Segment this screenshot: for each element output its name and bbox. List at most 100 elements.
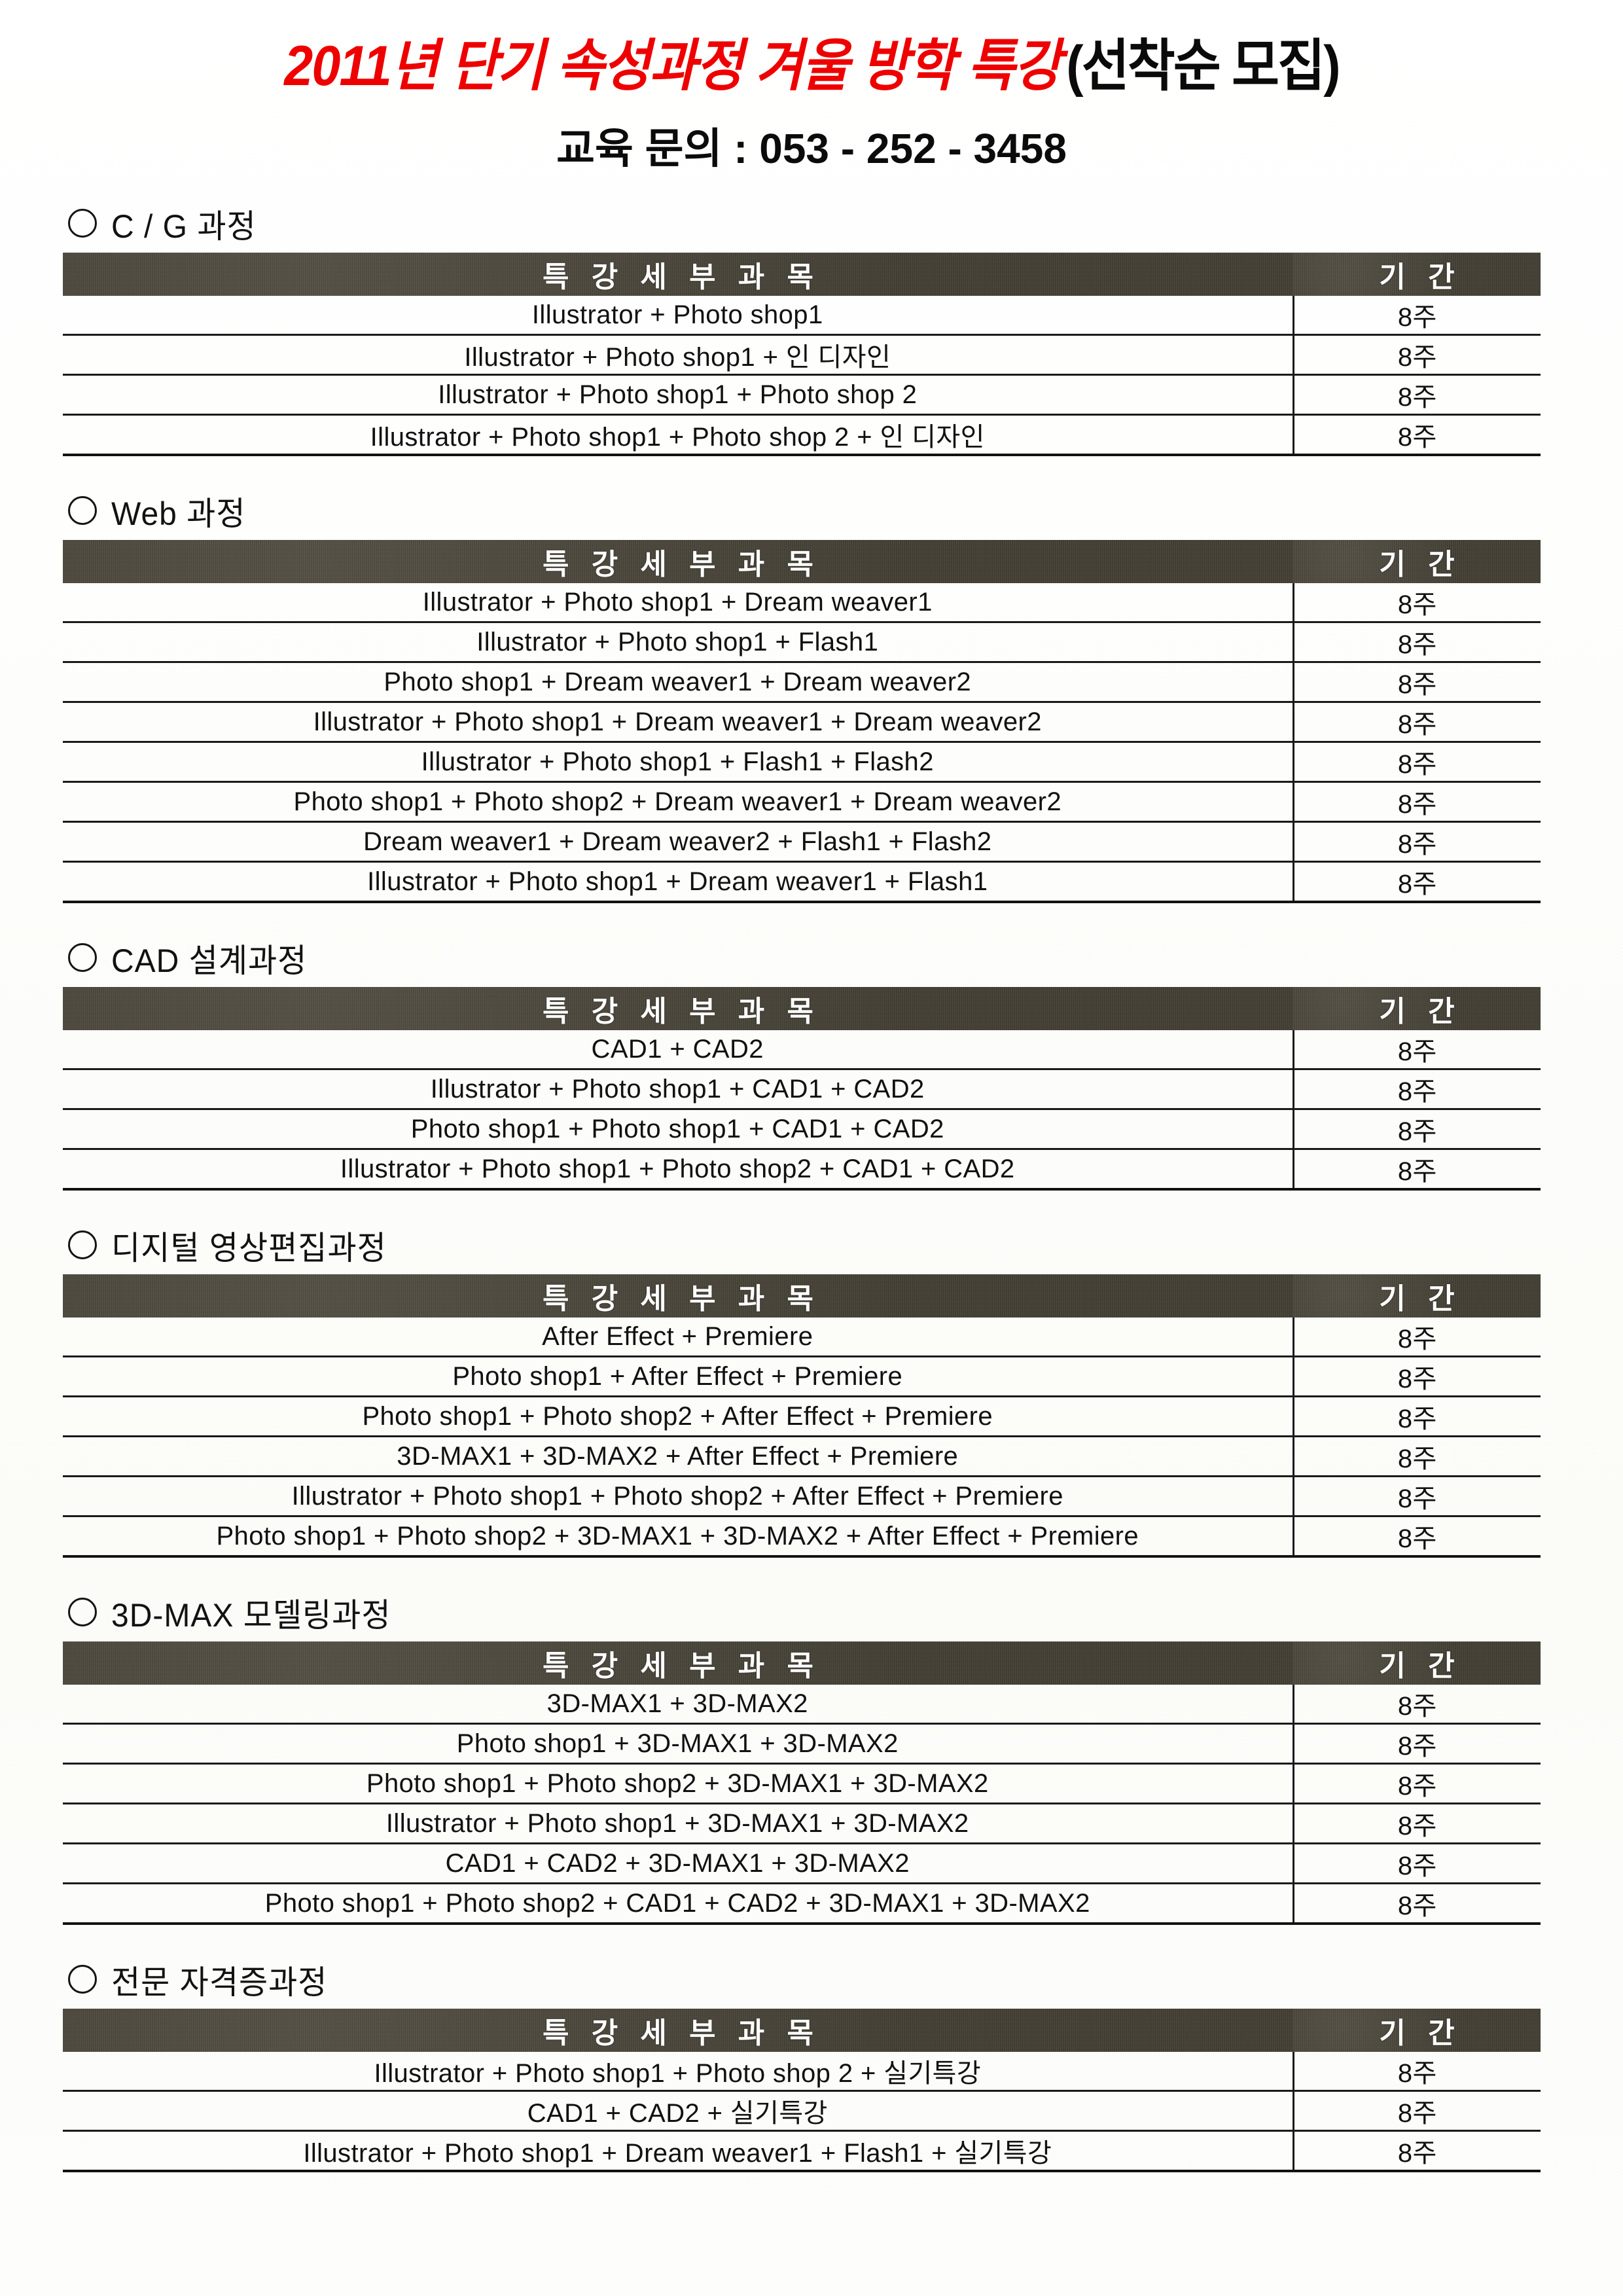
column-header-duration: 기 간 [1293, 1274, 1541, 1318]
cell-subject: Photo shop1 + Photo shop2 + 3D-MAX1 + 3D… [63, 1516, 1293, 1558]
cell-subject: Illustrator + Photo shop1 + Photo shop 2 [63, 374, 1293, 416]
contact-subtitle: 교육 문의 : 053 - 252 - 3458 [556, 125, 1067, 173]
table-row: Illustrator + Photo shop1 + Photo shop 2… [63, 2052, 1541, 2092]
page-title: 2011년 단기 속성과정 겨울 방학 특강 (선착순 모집) [65, 37, 1558, 96]
column-header-subject: 특 강 세 부 과 목 [63, 1641, 1293, 1685]
table-row: Illustrator + Photo shop1 + Dream weaver… [63, 583, 1541, 624]
cell-subject: 3D-MAX1 + 3D-MAX2 [63, 1685, 1293, 1725]
cell-duration: 8주 [1292, 296, 1541, 336]
cell-duration: 8주 [1292, 2090, 1541, 2132]
cell-subject: Illustrator + Photo shop1 + Photo shop2 … [63, 1476, 1293, 1518]
cell-duration: 8주 [1292, 702, 1541, 744]
cell-subject: Illustrator + Photo shop1 + Dream weaver… [63, 861, 1293, 904]
cell-duration: 8주 [1292, 1356, 1541, 1398]
table-row: Illustrator + Photo shop1 + CAD1 + CAD2 8… [63, 1069, 1541, 1111]
cell-subject: Illustrator + Photo shop1 [63, 296, 1293, 336]
section-heading-label: 3D-MAX 모델링과정 [111, 1598, 391, 1634]
cell-duration: 8주 [1292, 662, 1541, 704]
table-row: Photo shop1 + Photo shop2 + After Effect… [63, 1396, 1541, 1438]
cell-duration: 8주 [1292, 1843, 1541, 1885]
table-row: Illustrator + Photo shop1 + 인 디자인 8주 [63, 334, 1541, 376]
cell-duration: 8주 [1292, 374, 1541, 416]
column-header-subject: 특 강 세 부 과 목 [63, 253, 1293, 296]
cell-duration: 8주 [1292, 1476, 1541, 1518]
cell-subject: Dream weaver1 + Dream weaver2 + Flash1 +… [63, 821, 1293, 863]
cell-duration: 8주 [1292, 622, 1541, 664]
cell-subject: Illustrator + Photo shop1 + 3D-MAX1 + 3D… [63, 1803, 1293, 1845]
cell-duration: 8주 [1292, 861, 1541, 904]
cell-subject: CAD1 + CAD2 + 3D-MAX1 + 3D-MAX2 [63, 1843, 1293, 1885]
table-row: CAD1 + CAD2 8주 [63, 1030, 1541, 1071]
section-heading-label: 디지털 영상편집과정 [111, 1230, 387, 1267]
table-row: Illustrator + Photo shop1 + Flash1 8주 [63, 622, 1541, 664]
cell-subject: Illustrator + Photo shop1 + 인 디자인 [63, 334, 1293, 376]
cell-duration: 8주 [1292, 1318, 1541, 1358]
cell-subject: Illustrator + Photo shop1 + Photo shop 2… [63, 414, 1293, 457]
cell-subject: Photo shop1 + Dream weaver1 + Dream weav… [63, 662, 1293, 704]
cell-duration: 8주 [1292, 414, 1541, 457]
cell-duration: 8주 [1292, 1436, 1541, 1478]
cell-duration: 8주 [1292, 781, 1541, 823]
cell-duration: 8주 [1292, 1030, 1541, 1071]
column-header-duration: 기 간 [1293, 540, 1541, 584]
table-row: Photo shop1 + After Effect + Premiere 8주 [63, 1356, 1541, 1398]
circle-bullet-icon [68, 1230, 97, 1260]
section-heading-label: C / G 과정 [111, 209, 257, 245]
cell-subject: CAD1 + CAD2 [63, 1030, 1293, 1071]
section-heading: Web 과정 [63, 490, 1560, 533]
section-heading-label: 전문 자격증과정 [111, 1965, 328, 2001]
table-row: Illustrator + Photo shop1 8주 [63, 296, 1541, 336]
column-header-subject: 특 강 세 부 과 목 [63, 2009, 1293, 2053]
table-row: Illustrator + Photo shop1 + Photo shop2 … [63, 1149, 1541, 1191]
cell-subject: Illustrator + Photo shop1 + Photo shop 2… [63, 2052, 1293, 2092]
cell-duration: 8주 [1292, 583, 1541, 624]
cell-duration: 8주 [1292, 334, 1541, 376]
table-row: Illustrator + Photo shop1 + 3D-MAX1 + 3D… [63, 1803, 1541, 1845]
table-row: Illustrator + Photo shop1 + Photo shop 2… [63, 374, 1541, 416]
cell-duration: 8주 [1292, 1723, 1541, 1765]
cell-subject: Illustrator + Photo shop1 + CAD1 + CAD2 [63, 1069, 1293, 1111]
cell-duration: 8주 [1292, 821, 1541, 863]
section-heading-label: Web 과정 [111, 496, 246, 533]
cell-duration: 8주 [1292, 1109, 1541, 1151]
cell-subject: Photo shop1 + Photo shop2 + 3D-MAX1 + 3D… [63, 1763, 1293, 1805]
table-row: Photo shop1 + Dream weaver1 + Dream weav… [63, 662, 1541, 704]
circle-bullet-icon [68, 943, 97, 973]
cell-duration: 8주 [1292, 2052, 1541, 2092]
section-heading-label: CAD 설계과정 [111, 943, 308, 980]
table-row: Illustrator + Photo shop1 + Dream weaver… [63, 861, 1541, 904]
cell-subject: Illustrator + Photo shop1 + Flash1 + Fla… [63, 742, 1293, 783]
title-main-text: 2011년 단기 속성과정 겨울 방학 특강 [284, 35, 1061, 98]
section-heading: 3D-MAX 모델링과정 [63, 1592, 1560, 1634]
table-row: Illustrator + Photo shop1 + Photo shop 2… [63, 414, 1541, 457]
cell-duration: 8주 [1292, 1883, 1541, 1926]
section-heading: CAD 설계과정 [63, 937, 1560, 980]
cell-subject: CAD1 + CAD2 + 실기특강 [63, 2090, 1293, 2132]
cell-duration: 8주 [1292, 1763, 1541, 1805]
table-row: Illustrator + Photo shop1 + Flash1 + Fla… [63, 742, 1541, 783]
table-row: Photo shop1 + Photo shop2 + 3D-MAX1 + 3D… [63, 1516, 1541, 1558]
cell-duration: 8주 [1292, 1803, 1541, 1845]
cell-duration: 8주 [1292, 742, 1541, 783]
cell-subject: Illustrator + Photo shop1 + Dream weaver… [63, 2130, 1293, 2173]
cell-duration: 8주 [1292, 1149, 1541, 1191]
cell-subject: Photo shop1 + Photo shop2 + Dream weaver… [63, 781, 1293, 823]
cell-duration: 8주 [1292, 1516, 1541, 1558]
cell-duration: 8주 [1292, 1069, 1541, 1111]
title-paren-text: (선착순 모집) [1066, 35, 1340, 98]
column-header-duration: 기 간 [1293, 2009, 1541, 2053]
cell-subject: Photo shop1 + Photo shop1 + CAD1 + CAD2 [63, 1109, 1293, 1151]
